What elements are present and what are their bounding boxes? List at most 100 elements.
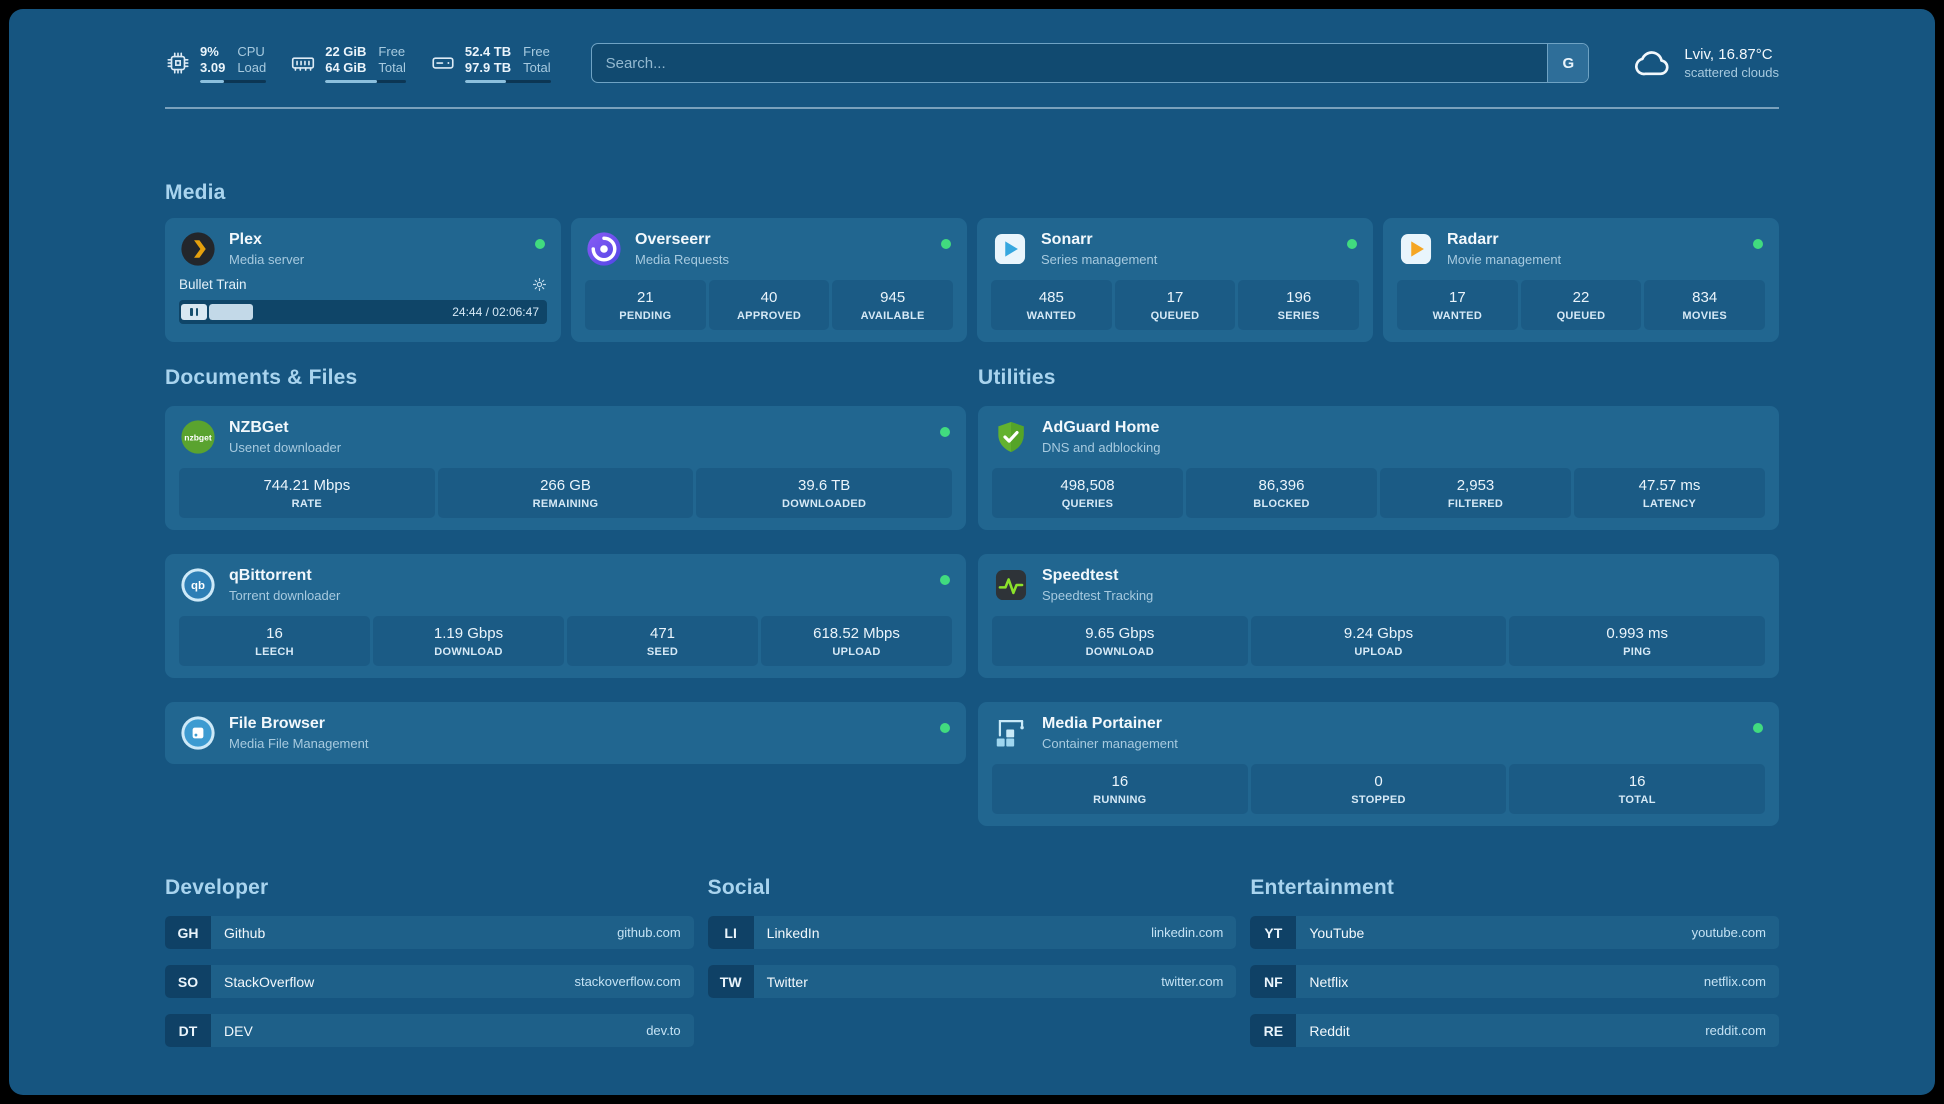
service-card-overseerr[interactable]: Overseerr Media Requests 21 PENDING 40 A… bbox=[571, 218, 967, 342]
bookmark-netflix[interactable]: NF Netflix netflix.com bbox=[1250, 965, 1779, 998]
sonarr-icon bbox=[991, 230, 1029, 268]
bookmark-url: github.com bbox=[617, 925, 681, 940]
service-subtitle: Media File Management bbox=[229, 736, 369, 751]
status-dot bbox=[1753, 239, 1763, 249]
search-bar: G bbox=[590, 43, 1590, 83]
service-card-plex[interactable]: Plex Media server Bullet Train bbox=[165, 218, 561, 342]
service-subtitle: Usenet downloader bbox=[229, 440, 342, 455]
service-card-qbittorrent[interactable]: qb qBittorrent Torrent downloader 16 LEE… bbox=[165, 554, 966, 678]
bookmark-dev[interactable]: DT DEV dev.to bbox=[165, 1014, 694, 1047]
bookmark-youtube[interactable]: YT YouTube youtube.com bbox=[1250, 916, 1779, 949]
service-card-portainer[interactable]: Media Portainer Container management 16 … bbox=[978, 702, 1779, 826]
bookmark-name: YouTube bbox=[1309, 924, 1365, 941]
memory-free-value: 22 GiB bbox=[325, 43, 367, 59]
stat-downloaded: 39.6 TB DOWNLOADED bbox=[696, 468, 953, 518]
memory-widget: 22 GiB 64 GiB Free Total bbox=[290, 44, 406, 83]
ram-icon bbox=[290, 50, 316, 76]
bookmark-url: dev.to bbox=[646, 1023, 681, 1038]
cpu-widget: 9% 3.09 CPU Load bbox=[165, 43, 267, 83]
service-name: Overseerr bbox=[635, 231, 711, 248]
gear-icon[interactable] bbox=[532, 277, 547, 292]
bookmark-abbr: SO bbox=[165, 965, 211, 998]
bookmark-group-social: Social LI LinkedIn linkedin.com TW Twitt… bbox=[707, 876, 1237, 1047]
service-card-nzbget[interactable]: nzbget NZBGet Usenet downloader 744.21 M… bbox=[165, 406, 966, 530]
service-subtitle: Speedtest Tracking bbox=[1042, 588, 1154, 603]
cpu-chip-icon bbox=[165, 50, 191, 76]
service-name: Media Portainer bbox=[1042, 715, 1163, 732]
section-title-media: Media bbox=[165, 181, 226, 204]
service-name: qBittorrent bbox=[229, 567, 312, 584]
bookmark-linkedin[interactable]: LI LinkedIn linkedin.com bbox=[707, 916, 1237, 949]
service-name: Radarr bbox=[1447, 231, 1499, 248]
bookmark-abbr: YT bbox=[1250, 916, 1297, 949]
service-name: AdGuard Home bbox=[1042, 419, 1160, 436]
weather-condition: scattered clouds bbox=[1684, 65, 1779, 80]
service-card-radarr[interactable]: Radarr Movie management 17 WANTED 22 QUE… bbox=[1383, 218, 1779, 342]
stat-upload: 618.52 Mbps UPLOAD bbox=[761, 616, 952, 666]
stat-queued: 22 QUEUED bbox=[1520, 280, 1642, 330]
stat-wanted: 485 WANTED bbox=[991, 280, 1112, 330]
status-dot bbox=[1753, 723, 1763, 733]
bookmark-abbr: LI bbox=[707, 916, 754, 949]
top-bar: 9% 3.09 CPU Load bbox=[165, 9, 1779, 83]
bookmark-name: DEV bbox=[224, 1022, 253, 1039]
weather-widget: Lviv, 16.87°C scattered clouds bbox=[1633, 43, 1779, 83]
media-player-bar: 24:44 / 02:06:47 bbox=[179, 300, 547, 324]
stat-pending: 21 PENDING bbox=[585, 280, 706, 330]
service-name: NZBGet bbox=[229, 419, 289, 436]
disk-widget: 52.4 TB 97.9 TB Free Total bbox=[430, 44, 551, 83]
service-card-sonarr[interactable]: Sonarr Series management 485 WANTED 17 Q… bbox=[977, 218, 1373, 342]
bookmark-name: StackOverflow bbox=[224, 973, 315, 990]
section-title-developer: Developer bbox=[165, 876, 269, 899]
stat-rate: 744.21 Mbps RATE bbox=[179, 468, 435, 518]
bookmark-reddit[interactable]: RE Reddit reddit.com bbox=[1250, 1014, 1779, 1047]
section-utilities: Utilities AdGuard Home bbox=[978, 366, 1779, 826]
disk-usage-bar bbox=[464, 79, 551, 83]
pause-button[interactable] bbox=[181, 304, 207, 320]
service-subtitle: Movie management bbox=[1447, 252, 1562, 267]
search-provider-button[interactable]: G bbox=[1547, 44, 1589, 82]
bookmark-github[interactable]: GH Github github.com bbox=[165, 916, 694, 949]
service-card-speedtest[interactable]: Speedtest Speedtest Tracking 9.65 Gbps D… bbox=[978, 554, 1779, 678]
stat-remaining: 266 GB REMAINING bbox=[437, 468, 694, 518]
bookmark-url: reddit.com bbox=[1705, 1023, 1766, 1038]
playback-progress-bar[interactable] bbox=[209, 304, 442, 320]
service-card-filebrowser[interactable]: File Browser Media File Management bbox=[165, 702, 966, 764]
stat-stopped: 0 STOPPED bbox=[1250, 764, 1507, 814]
bookmark-url: netflix.com bbox=[1703, 974, 1766, 989]
stat-approved: 40 APPROVED bbox=[708, 280, 830, 330]
bookmark-name: Github bbox=[224, 924, 266, 941]
stat-seed: 471 SEED bbox=[567, 616, 758, 666]
plex-icon bbox=[179, 230, 217, 268]
bookmark-twitter[interactable]: TW Twitter twitter.com bbox=[707, 965, 1237, 998]
bookmark-abbr: GH bbox=[165, 916, 211, 949]
topbar-divider bbox=[165, 107, 1779, 109]
filebrowser-icon bbox=[179, 714, 217, 752]
cpu-percent: 9% bbox=[200, 43, 219, 59]
cpu-label: CPU bbox=[237, 43, 265, 59]
bookmark-abbr: RE bbox=[1250, 1014, 1297, 1047]
section-title-social: Social bbox=[707, 876, 771, 899]
stat-queries: 498,508 QUERIES bbox=[992, 468, 1183, 518]
service-card-adguard[interactable]: AdGuard Home DNS and adblocking 498,508 … bbox=[978, 406, 1779, 530]
stat-series: 196 SERIES bbox=[1238, 280, 1360, 330]
stat-total: 16 TOTAL bbox=[1509, 764, 1766, 814]
bookmark-url: stackoverflow.com bbox=[574, 974, 681, 989]
playback-time: 24:44 / 02:06:47 bbox=[452, 305, 539, 319]
stat-upload: 9.24 Gbps UPLOAD bbox=[1250, 616, 1507, 666]
search-input[interactable] bbox=[590, 43, 1590, 83]
status-dot bbox=[940, 427, 950, 437]
stat-filtered: 2,953 FILTERED bbox=[1380, 468, 1571, 518]
hard-drive-icon bbox=[430, 50, 456, 76]
bookmark-url: twitter.com bbox=[1161, 974, 1224, 989]
bookmark-stackoverflow[interactable]: SO StackOverflow stackoverflow.com bbox=[165, 965, 694, 998]
now-playing-title: Bullet Train bbox=[179, 277, 247, 292]
resource-widgets: 9% 3.09 CPU Load bbox=[165, 44, 551, 83]
qbittorrent-icon: qb bbox=[179, 566, 217, 604]
bookmark-url: youtube.com bbox=[1691, 925, 1766, 940]
status-dot bbox=[941, 239, 951, 249]
bookmark-url: linkedin.com bbox=[1151, 925, 1224, 940]
stat-leech: 16 LEECH bbox=[179, 616, 370, 666]
section-title-entertainment: Entertainment bbox=[1250, 876, 1395, 899]
disk-total-label: Total bbox=[523, 59, 551, 75]
